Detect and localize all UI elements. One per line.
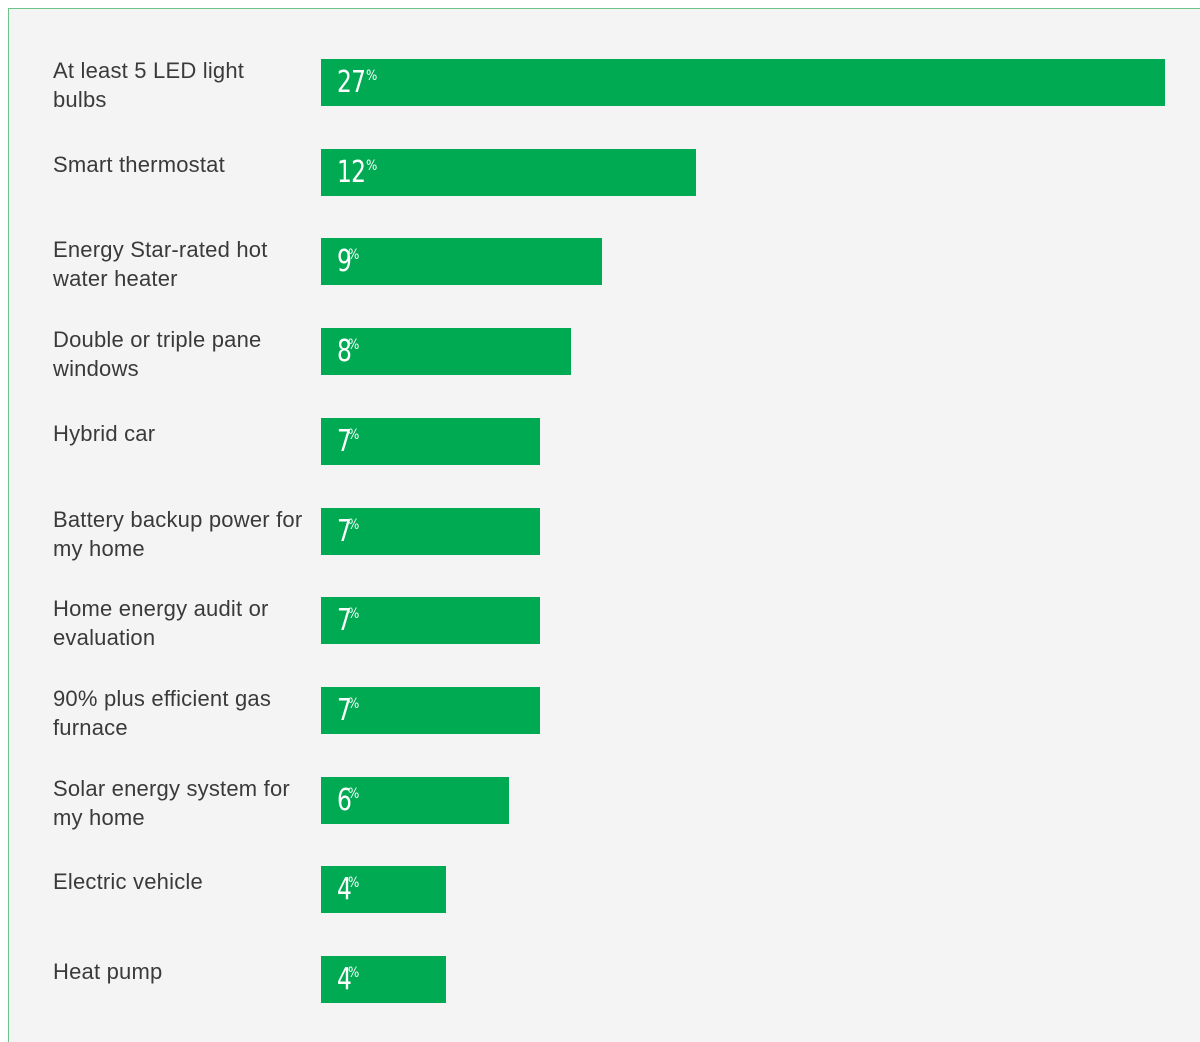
data-label-unit: % <box>348 965 360 981</box>
data-label: 4% <box>337 875 361 905</box>
data-label: 4% <box>337 965 361 995</box>
bar: 4% <box>321 866 446 913</box>
data-label: 27% <box>337 68 380 98</box>
data-label: 7% <box>337 427 361 457</box>
data-label-value: 12 <box>337 155 366 190</box>
data-label-unit: % <box>366 68 378 84</box>
data-label: 9% <box>337 247 361 277</box>
bar: 7% <box>321 508 540 555</box>
data-label-unit: % <box>348 517 360 533</box>
data-label-unit: % <box>348 606 360 622</box>
data-label-value: 4 <box>337 962 352 997</box>
bar: 7% <box>321 687 540 734</box>
data-label-unit: % <box>348 247 360 263</box>
data-label-value: 6 <box>337 783 352 818</box>
category-label: Smart thermostat <box>53 152 225 177</box>
category-label: Energy Star-rated hot water heater <box>53 237 268 291</box>
category-label: Solar energy system for my home <box>53 776 290 830</box>
data-label: 8% <box>337 337 361 367</box>
data-label-value: 7 <box>337 603 352 638</box>
bar: 7% <box>321 418 540 465</box>
bar: 27% <box>321 59 1165 106</box>
data-label-value: 8 <box>337 334 352 369</box>
data-label: 6% <box>337 786 361 816</box>
bar: 7% <box>321 597 540 644</box>
data-label-unit: % <box>348 875 360 891</box>
category-label: Hybrid car <box>53 421 156 446</box>
data-label: 7% <box>337 606 361 636</box>
data-label: 12% <box>337 158 380 188</box>
category-label: At least 5 LED light bulbs <box>53 58 245 112</box>
bar: 12% <box>321 149 696 196</box>
data-label-value: 7 <box>337 514 352 549</box>
data-label-value: 7 <box>337 693 352 728</box>
category-label: Battery backup power for my home <box>53 507 303 561</box>
data-label-unit: % <box>348 786 360 802</box>
bar: 4% <box>321 956 446 1003</box>
bar: 6% <box>321 777 509 824</box>
data-label-value: 7 <box>337 424 352 459</box>
data-label: 7% <box>337 517 361 547</box>
data-label-value: 4 <box>337 872 352 907</box>
data-label: 7% <box>337 696 361 726</box>
bar: 8% <box>321 328 571 375</box>
data-label-unit: % <box>348 427 360 443</box>
category-label: Electric vehicle <box>53 869 203 894</box>
category-label: Double or triple pane windows <box>53 327 262 381</box>
data-label-unit: % <box>348 337 360 353</box>
data-label-value: 27 <box>337 65 366 100</box>
data-label-unit: % <box>348 696 360 712</box>
category-label: Heat pump <box>53 959 163 984</box>
bar: 9% <box>321 238 602 285</box>
category-label: 90% plus efficient gas furnace <box>53 686 272 740</box>
data-label-value: 9 <box>337 244 352 279</box>
category-label: Home energy audit or evaluation <box>53 596 269 650</box>
data-label-unit: % <box>366 158 378 174</box>
